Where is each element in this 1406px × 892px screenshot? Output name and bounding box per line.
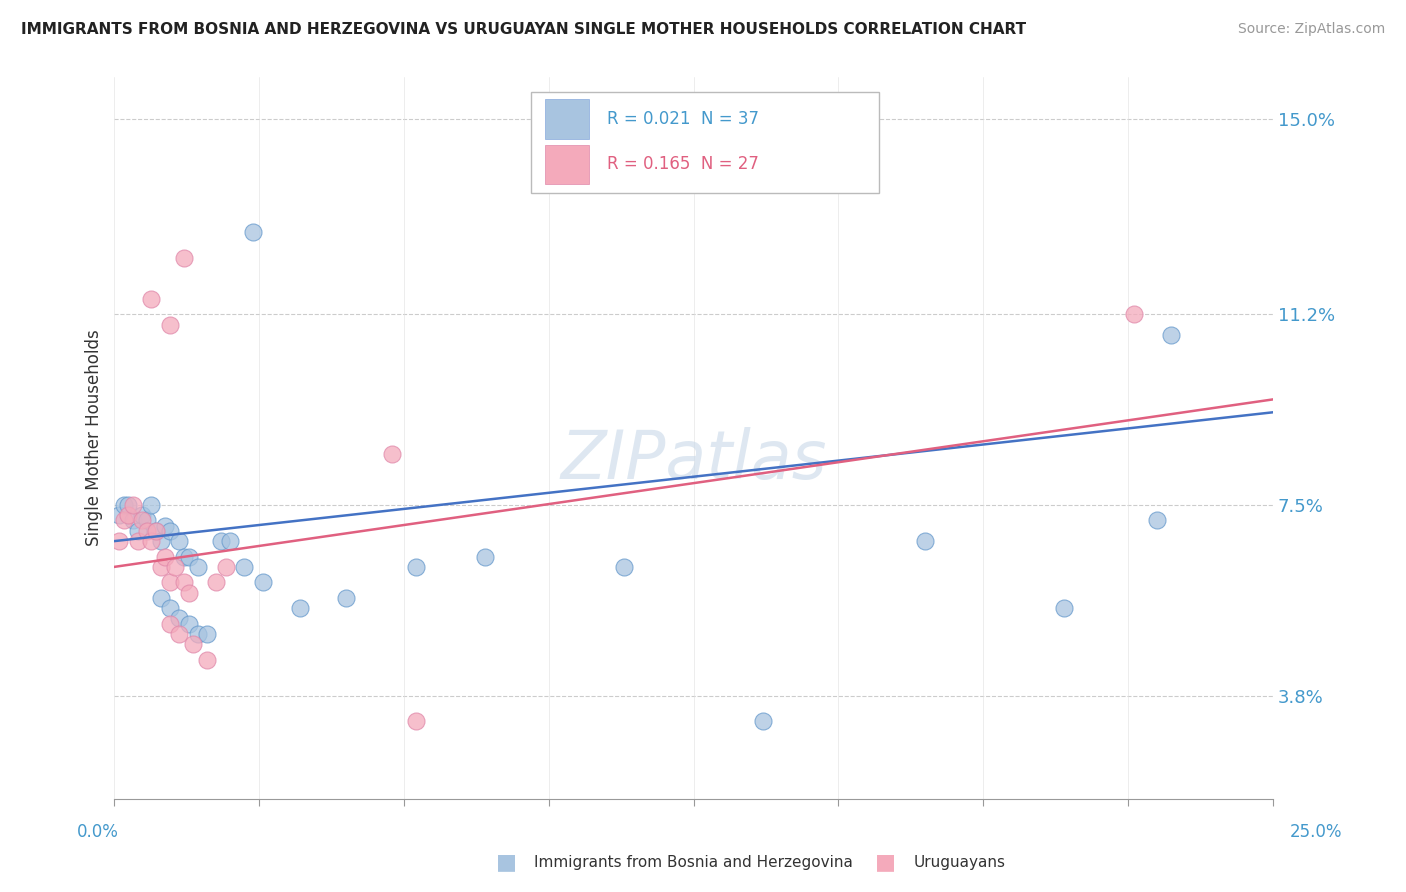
Point xyxy=(112,498,135,512)
Point xyxy=(195,652,218,666)
Point xyxy=(1146,514,1168,528)
Point xyxy=(127,524,149,538)
Point xyxy=(108,534,131,549)
Text: ■: ■ xyxy=(496,852,516,871)
Point xyxy=(159,318,181,332)
FancyBboxPatch shape xyxy=(546,145,589,184)
Point xyxy=(752,714,775,729)
Point xyxy=(149,534,172,549)
Point xyxy=(131,508,153,523)
Point xyxy=(177,616,200,631)
Point xyxy=(131,514,153,528)
Point xyxy=(1122,307,1144,321)
Point xyxy=(127,534,149,549)
Point xyxy=(117,498,139,512)
Text: ■: ■ xyxy=(876,852,896,871)
Point xyxy=(145,524,167,538)
Point xyxy=(233,559,256,574)
Point xyxy=(145,524,167,538)
Text: Source: ZipAtlas.com: Source: ZipAtlas.com xyxy=(1237,22,1385,37)
Point xyxy=(474,549,496,564)
Point xyxy=(141,292,163,306)
Point xyxy=(169,627,191,641)
Point xyxy=(173,549,195,564)
Point xyxy=(163,559,186,574)
Point xyxy=(149,591,172,605)
Point xyxy=(159,601,181,615)
Point xyxy=(181,637,204,651)
Point xyxy=(187,627,209,641)
Point xyxy=(1160,328,1182,343)
Text: Immigrants from Bosnia and Herzegovina: Immigrants from Bosnia and Herzegovina xyxy=(534,855,853,870)
Point xyxy=(405,714,427,729)
Point xyxy=(122,514,145,528)
Point xyxy=(155,518,177,533)
Text: R = 0.021  N = 37: R = 0.021 N = 37 xyxy=(607,110,759,128)
Point xyxy=(122,498,145,512)
Y-axis label: Single Mother Households: Single Mother Households xyxy=(86,330,103,547)
Point xyxy=(177,585,200,599)
Point xyxy=(335,591,357,605)
Point xyxy=(149,559,172,574)
Text: ZIPatlas: ZIPatlas xyxy=(561,426,827,492)
Point xyxy=(173,251,195,265)
Point xyxy=(108,508,131,523)
Point xyxy=(1053,601,1076,615)
Text: Uruguayans: Uruguayans xyxy=(914,855,1005,870)
Point xyxy=(159,616,181,631)
Text: IMMIGRANTS FROM BOSNIA AND HERZEGOVINA VS URUGUAYAN SINGLE MOTHER HOUSEHOLDS COR: IMMIGRANTS FROM BOSNIA AND HERZEGOVINA V… xyxy=(21,22,1026,37)
Text: 25.0%: 25.0% xyxy=(1291,823,1343,841)
Point xyxy=(169,611,191,625)
Point xyxy=(187,559,209,574)
Point xyxy=(288,601,311,615)
FancyBboxPatch shape xyxy=(546,99,589,139)
Point xyxy=(219,534,242,549)
Point xyxy=(914,534,936,549)
Point xyxy=(613,559,636,574)
Point xyxy=(112,514,135,528)
Point xyxy=(209,534,232,549)
Point xyxy=(242,225,264,239)
Point xyxy=(173,575,195,590)
Text: R = 0.165  N = 27: R = 0.165 N = 27 xyxy=(607,155,759,173)
FancyBboxPatch shape xyxy=(531,92,879,193)
Text: 0.0%: 0.0% xyxy=(77,823,120,841)
Point xyxy=(195,627,218,641)
Point xyxy=(381,446,404,460)
Point xyxy=(177,549,200,564)
Point xyxy=(117,508,139,523)
Point xyxy=(252,575,274,590)
Point xyxy=(169,534,191,549)
Point xyxy=(159,524,181,538)
Point xyxy=(135,514,157,528)
Point xyxy=(159,575,181,590)
Point xyxy=(214,559,236,574)
Point xyxy=(405,559,427,574)
Point xyxy=(135,524,157,538)
Point xyxy=(141,498,163,512)
Point xyxy=(155,549,177,564)
Point xyxy=(141,534,163,549)
Point xyxy=(205,575,228,590)
